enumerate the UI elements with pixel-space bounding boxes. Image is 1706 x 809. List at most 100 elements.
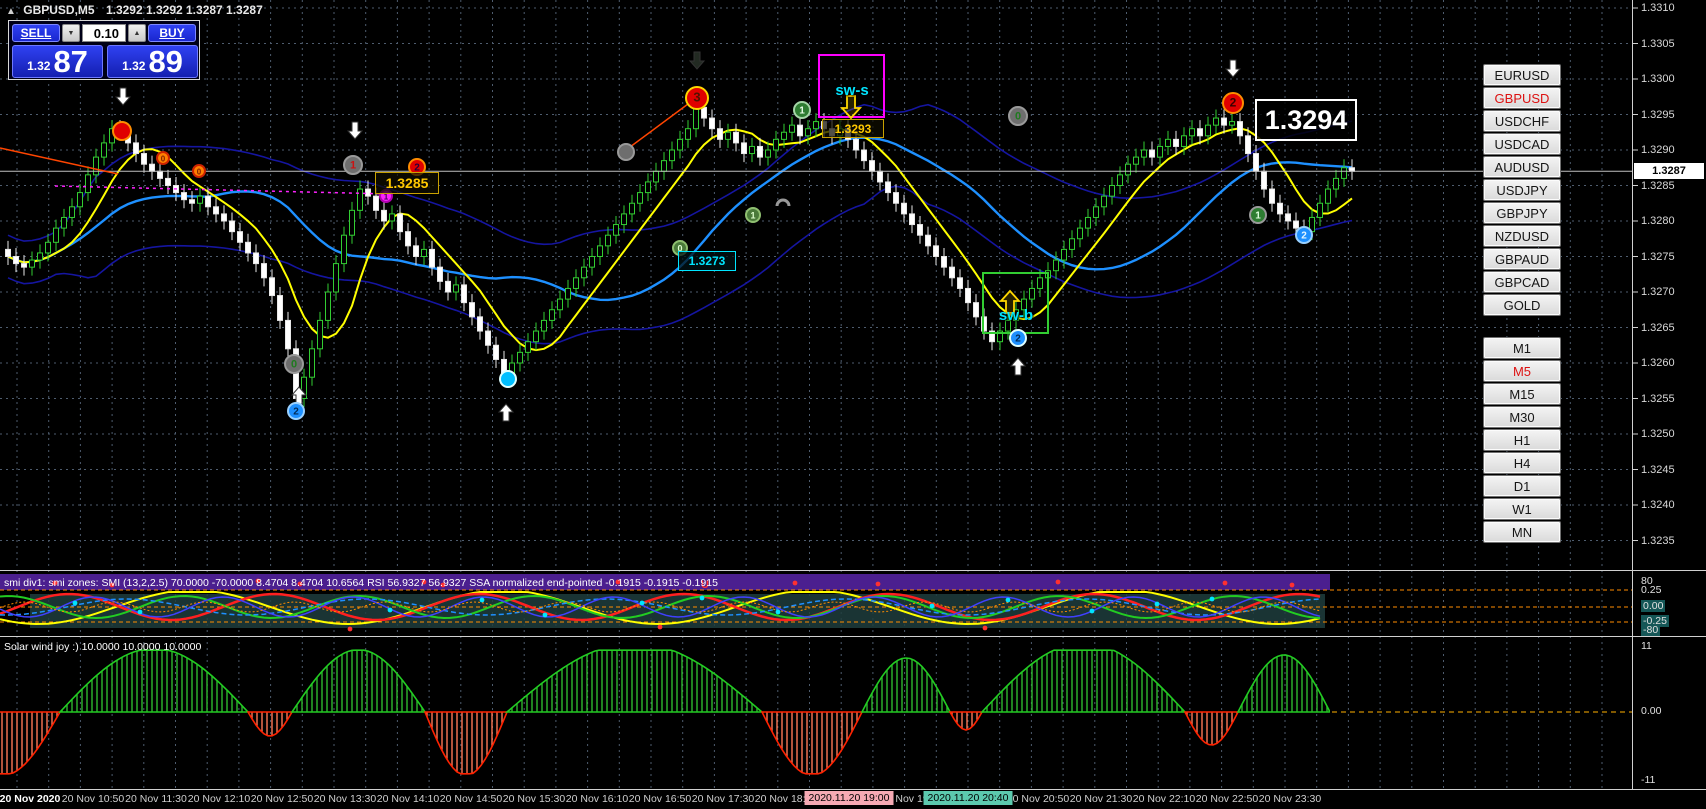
signal-circle-text: 3	[693, 90, 700, 105]
smi-lines	[0, 578, 1321, 632]
signal-circle-text: 0	[197, 168, 202, 177]
symbol-button-eurusd[interactable]: EURUSD	[1483, 64, 1561, 86]
signal-circle-marker	[1222, 92, 1244, 114]
price-tick: 1.3280	[1641, 215, 1675, 227]
timeframe-button-h1[interactable]: H1	[1483, 429, 1561, 451]
timeframe-button-m15[interactable]: M15	[1483, 383, 1561, 405]
signal-circle-marker	[192, 164, 206, 178]
price-tick: 1.3285	[1641, 179, 1675, 192]
symbol-button-nzdusd[interactable]: NZDUSD	[1483, 225, 1561, 247]
time-axis-label: 20 Nov 18:10	[754, 793, 818, 805]
buy-button[interactable]: BUY	[148, 24, 196, 42]
signal-circle-text: 1	[350, 160, 356, 172]
signal-circle-text: 1	[750, 211, 755, 221]
solar-scale-label: 0.00	[1641, 705, 1662, 717]
time-highlight-label-1: 2020.11.20 19:00	[804, 791, 894, 805]
smi-indicator-header: smi div1: smi zones: SMI (13,2,2.5) 70.0…	[4, 577, 718, 589]
time-axis-label: 20 Nov 17:30	[691, 793, 755, 805]
price-label-13285[interactable]: 1.3285	[375, 172, 439, 194]
signal-circle-marker	[112, 121, 132, 141]
smi-scale-label: 0.00	[1641, 600, 1666, 612]
smi-u-marker: U	[701, 579, 709, 591]
timeframe-button-mn[interactable]: MN	[1483, 521, 1561, 543]
timeframe-button-d1[interactable]: D1	[1483, 475, 1561, 497]
symbol-button-gold[interactable]: GOLD	[1483, 294, 1561, 316]
sell-button[interactable]: SELL	[12, 24, 60, 42]
volume-decrease-button[interactable]: ▼	[62, 24, 80, 42]
timeframe-button-h4[interactable]: H4	[1483, 452, 1561, 474]
signal-circle-marker	[745, 207, 761, 223]
symbol-button-usdjpy[interactable]: USDJPY	[1483, 179, 1561, 201]
slow-ma-line	[7, 136, 1353, 302]
symbol-button-gbpcad[interactable]: GBPCAD	[1483, 271, 1561, 293]
signal-circle-marker	[685, 86, 709, 110]
time-axis-label: 20 Nov 14:10	[376, 793, 440, 805]
price-tick: 1.3265	[1641, 321, 1675, 334]
price-tick: 1.3305	[1641, 37, 1675, 50]
current-price-tag: 1.3287	[1634, 163, 1704, 179]
time-axis-label: 20 Nov 2020	[0, 793, 61, 805]
time-axis: 20 Nov 2020 20 Nov 10:50 20 Nov 11:30 20 No…	[0, 790, 1706, 809]
timeframe-button-m30[interactable]: M30	[1483, 406, 1561, 428]
sell-price-button[interactable]: 1.32 87	[12, 45, 103, 78]
signal-circle-marker	[499, 370, 517, 388]
arrow-down-icon	[1224, 59, 1242, 78]
arrow-down-icon	[688, 51, 706, 70]
signal-circle-marker	[1295, 226, 1313, 244]
window-collapse-icon[interactable]: ▲	[6, 6, 16, 17]
symbol-button-usdchf[interactable]: USDCHF	[1483, 110, 1561, 132]
symbol-button-gbpusd[interactable]: GBPUSD	[1483, 87, 1561, 109]
time-axis-label: 20 Nov 12:10	[187, 793, 251, 805]
band-lower-line	[7, 185, 1353, 345]
price-tick: 1.3235	[1641, 534, 1675, 547]
price-tick: 1.3300	[1641, 73, 1675, 85]
price-tick: 1.3310	[1641, 2, 1675, 14]
symbol-button-audusd[interactable]: AUDUSD	[1483, 156, 1561, 178]
time-axis-label: 20 Nov 10:50	[61, 793, 125, 805]
signal-circle-marker	[617, 143, 635, 161]
time-axis-label: 20 Nov 12:50	[250, 793, 314, 805]
timeframe-button-w1[interactable]: W1	[1483, 498, 1561, 520]
signal-circle-marker	[156, 151, 170, 165]
symbol-button-usdcad[interactable]: USDCAD	[1483, 133, 1561, 155]
price-label-13294[interactable]: 1.3294	[1255, 99, 1357, 141]
smi-scale-label: -80	[1641, 624, 1661, 636]
price-tick: 1.3245	[1641, 463, 1675, 476]
time-axis-label: 20 Nov 22:50	[1195, 793, 1259, 805]
signal-circle-text: 1	[799, 106, 805, 117]
price-label-13293[interactable]: 1.3293	[822, 119, 884, 138]
sw-s-signal-label: sw-s	[835, 82, 869, 99]
price-label-13273[interactable]: 1.3273	[678, 251, 736, 271]
arrow-down-icon	[114, 87, 132, 106]
signal-circle-text: 2	[414, 163, 420, 174]
volume-input[interactable]: 0.10	[82, 24, 126, 42]
solar-indicator-header: Solar wind joy :) 10.0000 10.0000 10.000…	[4, 641, 202, 653]
timeframe-button-m1[interactable]: M1	[1483, 337, 1561, 359]
signal-circle-text: 1	[1255, 211, 1261, 222]
price-tick: 1.3290	[1641, 144, 1675, 156]
band-upper-line	[7, 103, 1353, 246]
arrow-up-icon	[1009, 357, 1027, 376]
time-axis-label: 20 Nov 23:30	[1258, 793, 1322, 805]
chart-title: ▲ GBPUSD,M5 1.3292 1.3292 1.3287 1.3287	[6, 3, 263, 17]
gold-arrow-up-icon	[998, 289, 1022, 314]
volume-increase-button[interactable]: ▲	[128, 24, 146, 42]
time-axis-label: 20 Nov 22:10	[1132, 793, 1196, 805]
signal-circle-marker	[287, 402, 305, 420]
time-highlight-label-2: 2020.11.20 20:40	[923, 791, 1013, 805]
signal-circle-text: 0	[161, 155, 166, 164]
time-axis-label: 20 Nov 16:10	[565, 793, 629, 805]
signal-circle-marker	[343, 155, 363, 175]
symbol-period-label: GBPUSD,M5	[23, 3, 95, 17]
price-tick: 1.3260	[1641, 357, 1675, 369]
symbol-button-gbpjpy[interactable]: GBPJPY	[1483, 202, 1561, 224]
fast-ma-line	[7, 127, 1353, 352]
price-tick: 1.3240	[1641, 499, 1675, 511]
timeframe-button-m5[interactable]: M5	[1483, 360, 1561, 382]
buy-price-button[interactable]: 1.32 89	[107, 45, 198, 78]
signal-circle-text: 2	[293, 407, 299, 418]
symbol-button-gbpaud[interactable]: GBPAUD	[1483, 248, 1561, 270]
signal-circle-text: 0	[1015, 111, 1021, 123]
